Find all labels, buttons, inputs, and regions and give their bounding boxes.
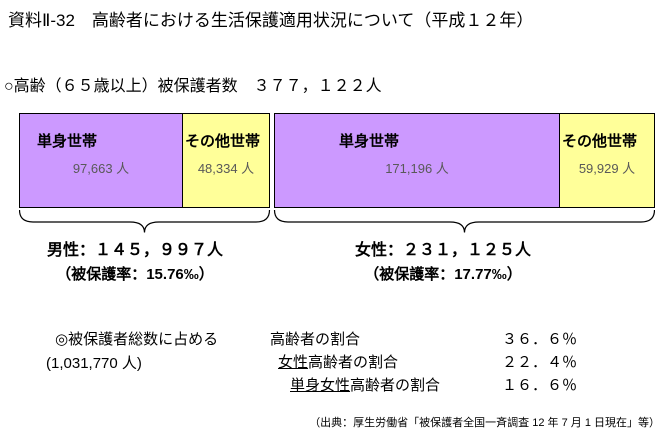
female-single-household-segment: 単身世帯 171,196 人 (275, 114, 560, 207)
female-annotation: 女性：２３１，１２５人 （被保護率：17.77‰） (331, 236, 555, 284)
ratio-row-elderly: 高齢者の割合 ３６．６％ (270, 328, 577, 348)
female-brace (273, 209, 655, 233)
segment-label: その他世帯 (185, 133, 261, 150)
male-total-label: 男性：１４５，９９７人 (46, 242, 223, 259)
female-rate-label: （被保護率：17.77‰） (364, 266, 522, 283)
segment-label: 単身世帯 (37, 133, 98, 150)
male-brace (19, 209, 271, 233)
female-other-household-segment: その他世帯 59,929 人 (560, 114, 654, 207)
ratio-row-single-female-elderly: 単身女性高齢者の割合 １６．６％ (270, 374, 577, 394)
ratio-label: 女性高齢者の割合 (278, 354, 399, 371)
male-single-household-segment: 単身世帯 97,663 人 (20, 114, 183, 207)
male-other-household-segment: その他世帯 48,334 人 (183, 114, 269, 207)
ratio-value: ３６．６％ (501, 331, 577, 348)
ratio-value: １６．６％ (501, 377, 577, 394)
overview-line: ○高齢（６５歳以上）被保護者数 ３７７，１２２人 (4, 78, 382, 95)
segment-label: その他世帯 (562, 133, 638, 150)
ratio-label: 高齢者の割合 (270, 331, 361, 348)
source-note: （出典：厚生労働省「被保護者全国一斉調査 12 年 7 月 1 日現在」等） (309, 417, 660, 429)
ratio-row-female-elderly: 女性高齢者の割合 ２２．４％ (270, 351, 577, 371)
female-bar-group: 単身世帯 171,196 人 その他世帯 59,929 人 (274, 113, 655, 208)
ratio-value: ２２．４％ (501, 354, 577, 371)
summary-heading: ◎被保護者総数に占める (55, 331, 219, 348)
segment-label: 単身世帯 (339, 133, 400, 150)
page-title: 資料Ⅱ-32 高齢者における生活保護適用状況について（平成１２年） (8, 11, 534, 30)
segment-value: 97,663 人 (72, 161, 130, 176)
brace-group (19, 209, 655, 233)
male-bar-group: 単身世帯 97,663 人 その他世帯 48,334 人 (19, 113, 270, 208)
ratio-label: 単身女性高齢者の割合 (290, 377, 441, 394)
segment-value: 48,334 人 (197, 161, 255, 176)
segment-value: 59,929 人 (578, 161, 636, 176)
segment-value: 171,196 人 (385, 161, 449, 176)
male-annotation: 男性：１４５，９９７人 （被保護率：15.76‰） (28, 236, 242, 284)
female-total-label: 女性：２３１，１２５人 (354, 242, 531, 259)
summary-total: (1,031,770 人) (46, 355, 142, 372)
male-rate-label: （被保護率：15.76‰） (56, 266, 214, 283)
